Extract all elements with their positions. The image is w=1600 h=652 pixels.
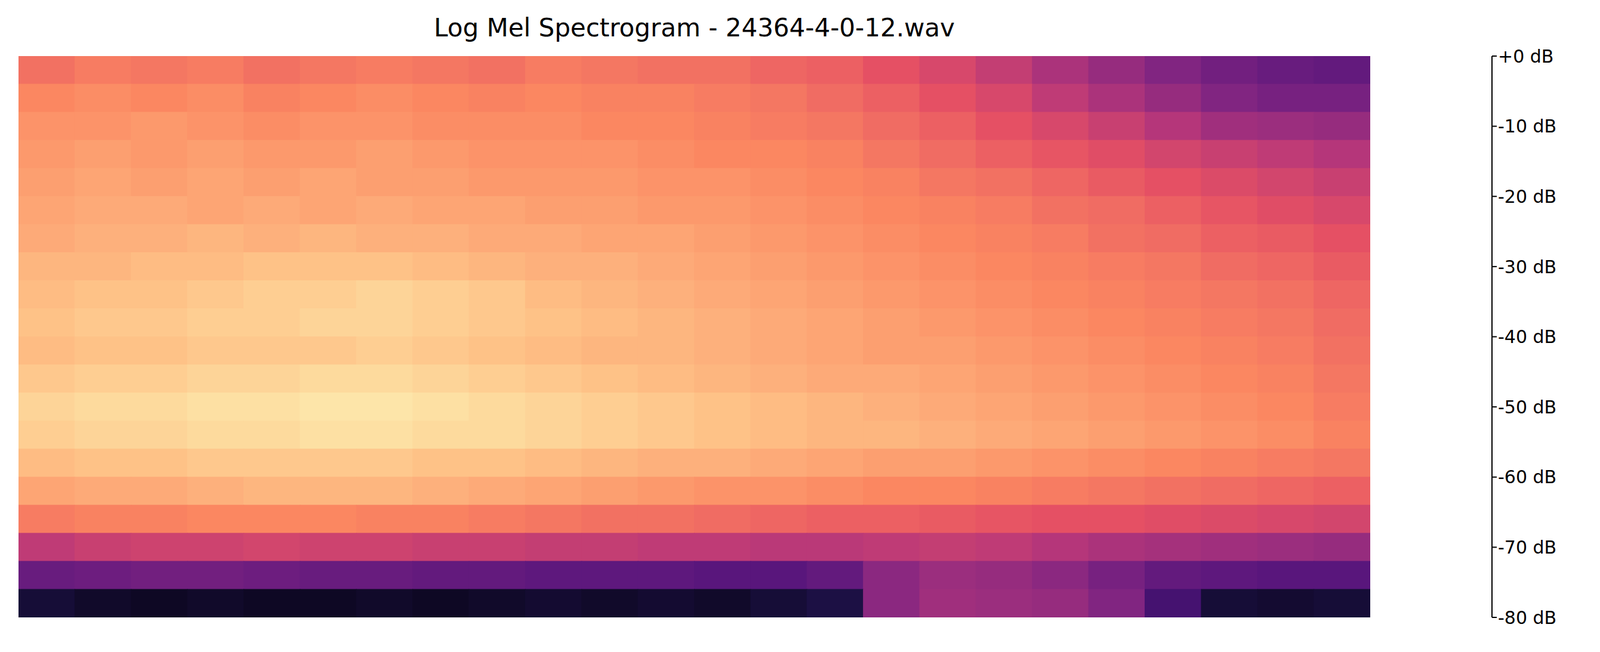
svg-text:-80 dB: -80 dB	[1497, 607, 1557, 629]
svg-text:-20 dB: -20 dB	[1497, 186, 1557, 208]
svg-text:-50 dB: -50 dB	[1497, 396, 1557, 418]
svg-text:-30 dB: -30 dB	[1497, 256, 1557, 278]
svg-text:-40 dB: -40 dB	[1497, 326, 1557, 348]
svg-text:+0 dB: +0 dB	[1497, 45, 1554, 67]
svg-text:-60 dB: -60 dB	[1497, 466, 1557, 488]
svg-text:-10 dB: -10 dB	[1497, 115, 1557, 137]
html-text:Log Mel Spectrogram - 24364-4-: Log Mel Spectrogram - 24364-4-0-12.wav	[433, 13, 955, 43]
svg-text:-70 dB: -70 dB	[1497, 537, 1557, 559]
